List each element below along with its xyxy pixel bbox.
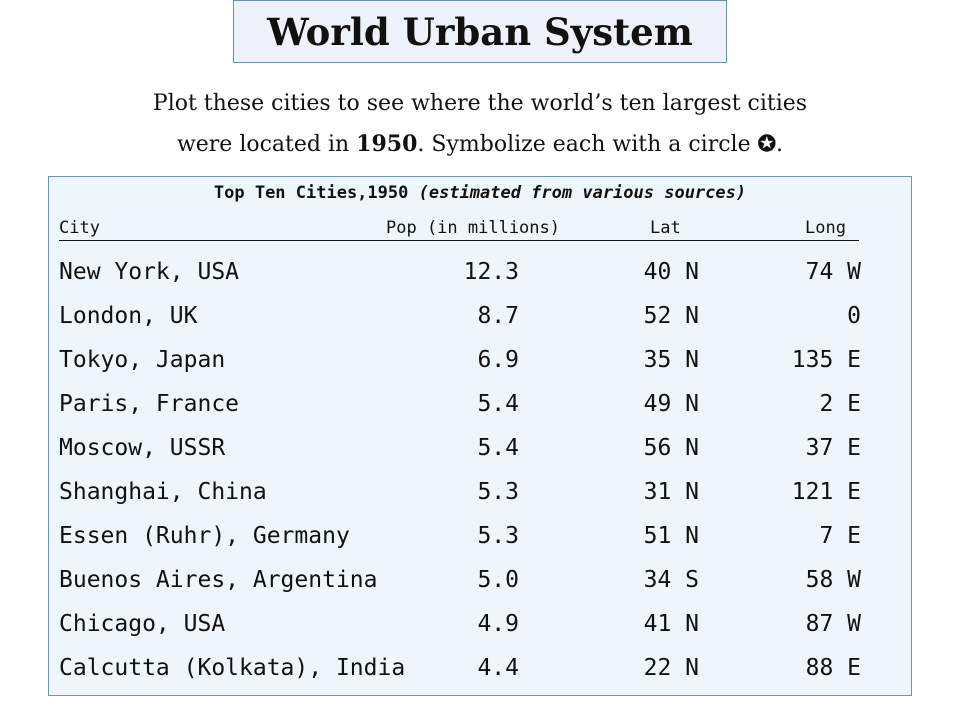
longitude-cell: 2 E: [819, 391, 861, 417]
longitude-cell: 7 E: [819, 523, 861, 549]
city-cell: Shanghai, China: [59, 479, 267, 505]
latitude-cell: 56 N: [643, 435, 699, 461]
longitude-cell: 58 W: [805, 567, 861, 593]
latitude-cell: 41 N: [643, 611, 699, 637]
header-long: Long: [805, 218, 846, 238]
city-cell: New York, USA: [59, 259, 240, 285]
latitude-cell: 51 N: [643, 523, 699, 549]
header-underline: [59, 240, 859, 241]
population-cell: 4.4: [477, 655, 519, 681]
longitude-cell: 0: [847, 303, 861, 329]
intro-text: Plot these cities to see where the world…: [0, 84, 960, 165]
longitude-cell: 121 E: [791, 479, 861, 505]
population-cell: 5.3: [477, 479, 519, 505]
table-row: New York, USA 12.3 40 N 74 W: [49, 257, 911, 301]
table-row: Tokyo, Japan 6.9 35 N 135 E: [49, 345, 911, 389]
intro-line-2-start: were located in: [176, 132, 357, 157]
intro-line-2: were located in 1950. Symbolize each wit…: [0, 124, 960, 165]
population-cell: 6.9: [477, 347, 519, 373]
population-cell: 8.7: [477, 303, 519, 329]
circle-symbol-icon: ✪: [757, 131, 777, 157]
city-cell: Tokyo, Japan: [59, 347, 226, 373]
city-cell: London, UK: [59, 303, 198, 329]
cities-table: Top Ten Cities,1950 (estimated from vari…: [48, 176, 912, 696]
header-pop: Pop (in millions): [386, 218, 560, 238]
latitude-cell: 34 S: [643, 567, 699, 593]
population-cell: 5.4: [477, 435, 519, 461]
table-row: Calcutta (Kolkata), India 4.4 22 N 88 E: [49, 653, 911, 697]
latitude-cell: 31 N: [643, 479, 699, 505]
intro-line-1: Plot these cities to see where the world…: [152, 91, 808, 116]
table-row: Moscow, USSR 5.4 56 N 37 E: [49, 433, 911, 477]
latitude-cell: 49 N: [643, 391, 699, 417]
longitude-cell: 135 E: [791, 347, 861, 373]
city-cell: Chicago, USA: [59, 611, 226, 637]
population-cell: 5.3: [477, 523, 519, 549]
longitude-cell: 37 E: [805, 435, 861, 461]
table-title-note: (estimated from various sources): [418, 183, 747, 203]
intro-year: 1950: [356, 131, 418, 157]
city-cell: Buenos Aires, Argentina: [59, 567, 378, 593]
table-title: Top Ten Cities,1950 (estimated from vari…: [49, 183, 911, 203]
table-row: Paris, France 5.4 49 N 2 E: [49, 389, 911, 433]
latitude-cell: 35 N: [643, 347, 699, 373]
population-cell: 12.3: [463, 259, 519, 285]
table-row: London, UK 8.7 52 N 0: [49, 301, 911, 345]
city-cell: Calcutta (Kolkata), India: [59, 655, 406, 681]
intro-period: .: [776, 132, 784, 157]
latitude-cell: 40 N: [643, 259, 699, 285]
table-row: Buenos Aires, Argentina 5.0 34 S 58 W: [49, 565, 911, 609]
population-cell: 4.9: [477, 611, 519, 637]
page-title: World Urban System: [233, 0, 727, 63]
header-city: City: [59, 218, 100, 238]
longitude-cell: 87 W: [805, 611, 861, 637]
longitude-cell: 74 W: [805, 259, 861, 285]
table-title-main: Top Ten Cities,1950: [213, 183, 419, 203]
city-cell: Moscow, USSR: [59, 435, 226, 461]
table-row: Essen (Ruhr), Germany 5.3 51 N 7 E: [49, 521, 911, 565]
city-cell: Essen (Ruhr), Germany: [59, 523, 350, 549]
table-row: Chicago, USA 4.9 41 N 87 W: [49, 609, 911, 653]
city-cell: Paris, France: [59, 391, 240, 417]
longitude-cell: 88 E: [805, 655, 861, 681]
intro-line-2-end: . Symbolize each with a circle: [417, 132, 758, 157]
latitude-cell: 22 N: [643, 655, 699, 681]
population-cell: 5.0: [477, 567, 519, 593]
latitude-cell: 52 N: [643, 303, 699, 329]
header-lat: Lat: [650, 218, 681, 238]
table-row: Shanghai, China 5.3 31 N 121 E: [49, 477, 911, 521]
population-cell: 5.4: [477, 391, 519, 417]
